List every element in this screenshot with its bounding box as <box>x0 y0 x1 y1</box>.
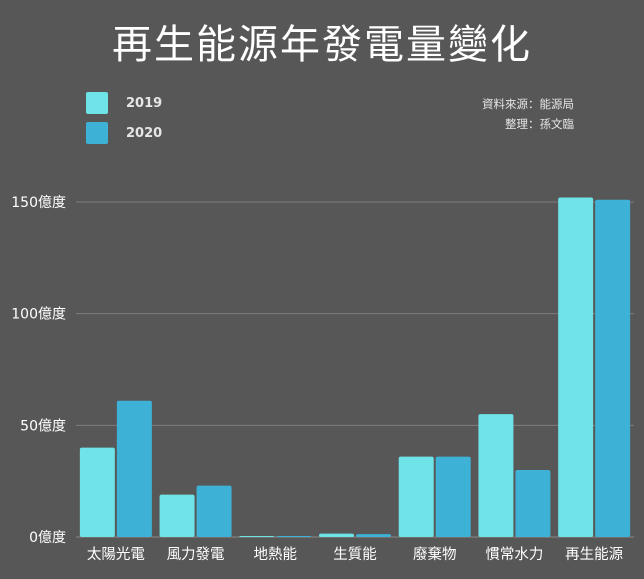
bar-2019 <box>239 536 275 537</box>
bar-2019 <box>159 494 195 537</box>
bar-2019 <box>558 197 594 538</box>
bar-2020 <box>595 199 631 537</box>
y-tick-label: 100億度 <box>11 307 66 323</box>
x-tick-label: 慣常水力 <box>485 545 543 563</box>
legend-label-2019: 2019 <box>126 95 163 111</box>
legend-swatch-2019 <box>86 92 108 114</box>
x-tick-label: 太陽光電 <box>87 546 145 563</box>
bar-2019 <box>79 447 115 537</box>
legend: 2019 2020 <box>86 88 162 148</box>
y-tick-label: 150億度 <box>11 195 66 211</box>
bar-2020 <box>196 485 232 537</box>
y-tick-label: 50億度 <box>20 418 66 434</box>
x-tick-label: 廢棄物 <box>413 545 457 563</box>
legend-item-2019: 2019 <box>86 88 162 118</box>
x-tick-label: 再生能源 <box>565 546 623 563</box>
legend-swatch-2020 <box>86 122 108 144</box>
bar-2020 <box>116 400 152 537</box>
x-tick-label: 風力發電 <box>167 546 225 563</box>
source-line: 資料來源：能源局 <box>482 97 574 111</box>
chart-title: 再生能源年發電量變化 <box>112 22 532 68</box>
bar-2019 <box>319 533 354 537</box>
editor-line: 整理：孫文臨 <box>505 117 574 131</box>
legend-label-2020: 2020 <box>126 125 163 141</box>
bar-2020 <box>276 536 312 537</box>
x-tick-label: 生質能 <box>333 545 377 563</box>
x-tick-label: 地熱能 <box>254 546 298 563</box>
bar-2020 <box>515 470 551 537</box>
bar-2020 <box>356 534 391 537</box>
bar-2020 <box>435 456 471 537</box>
bar-2019 <box>478 414 514 537</box>
y-tick-label: 0億度 <box>29 530 66 546</box>
legend-item-2020: 2020 <box>86 118 162 148</box>
bar-2019 <box>398 456 434 537</box>
source-note: 資料來源：能源局 整理：孫文臨 <box>482 94 574 134</box>
